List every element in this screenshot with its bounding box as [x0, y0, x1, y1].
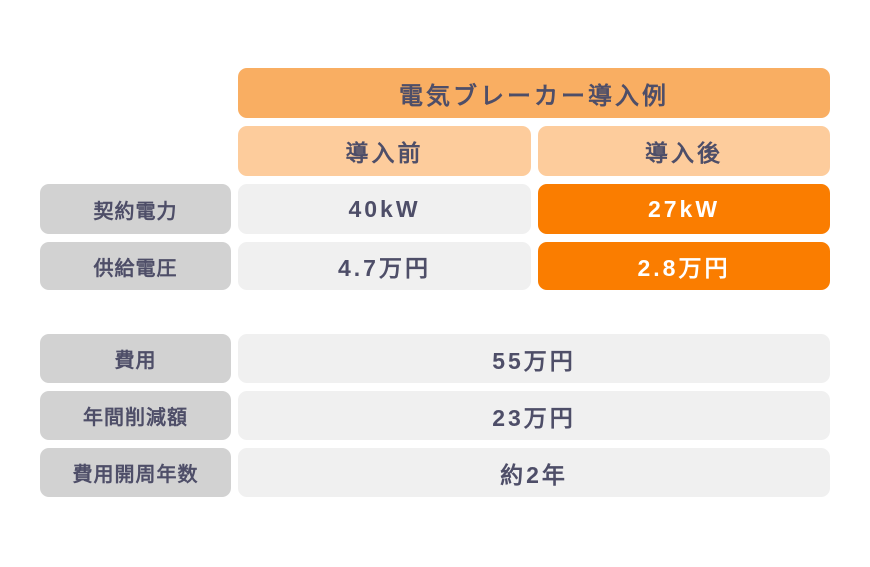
table-title: 電気ブレーカー導入例 — [238, 68, 830, 118]
row-label-payback-years: 費用開周年数 — [40, 448, 231, 497]
payback-years-value: 約2年 — [238, 448, 830, 497]
supply-voltage-before-value: 4.7万円 — [238, 242, 531, 290]
row-label-contract-power: 契約電力 — [40, 184, 231, 234]
contract-power-before-value: 40kW — [238, 184, 531, 234]
column-header-before: 導入前 — [238, 126, 531, 176]
column-header-after: 導入後 — [538, 126, 830, 176]
annual-savings-value: 23万円 — [238, 391, 830, 440]
supply-voltage-after-value: 2.8万円 — [538, 242, 830, 290]
comparison-table: 電気ブレーカー導入例 導入前 導入後 契約電力 40kW 27kW 供給電圧 4… — [40, 68, 830, 497]
contract-power-after-value: 27kW — [538, 184, 830, 234]
cost-value: 55万円 — [238, 334, 830, 383]
row-label-cost: 費用 — [40, 334, 231, 383]
row-label-annual-savings: 年間削減額 — [40, 391, 231, 440]
row-label-supply-voltage: 供給電圧 — [40, 242, 231, 290]
